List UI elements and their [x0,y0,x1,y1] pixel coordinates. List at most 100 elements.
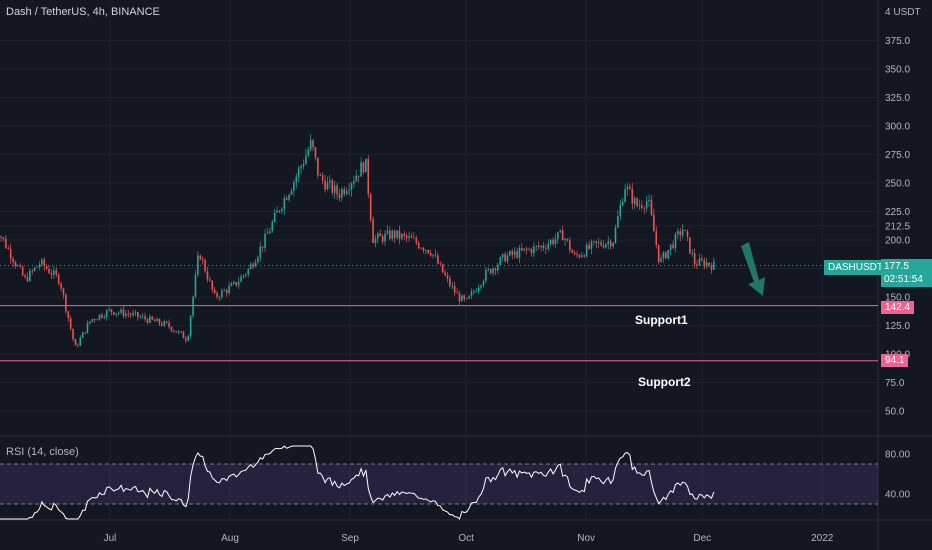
candlestick-series [0,134,715,348]
candle-body [629,186,631,189]
candle-body [182,332,185,339]
candle-body [343,189,346,194]
candle-body [72,328,74,340]
candle-body [43,259,46,267]
candle-body [192,296,194,316]
candle-body [168,322,170,327]
candle-body [185,338,187,341]
candle-body [609,241,612,247]
candle-body [305,155,307,165]
bar-countdown: 02:51:54 [884,274,923,285]
candle-body [50,273,53,275]
candle-body [564,238,566,241]
candle-body [141,316,144,317]
candle-body [537,245,540,248]
candle-body [324,180,326,190]
candle-body [377,233,379,239]
candle-body [487,269,490,270]
candle-body [590,241,593,249]
candle-body [36,266,38,268]
candle-body [93,319,96,320]
support1-label: Support1 [635,313,688,327]
candle-body [672,244,674,249]
y-tick-label: 150.0 [885,293,910,304]
candle-body [331,180,334,193]
candle-body [53,270,55,275]
candle-body [425,249,427,251]
candle-body [314,147,317,158]
candle-body [497,264,499,271]
rsi-tick-label: 40.00 [885,490,910,501]
candle-body [312,139,314,148]
candle-body [429,253,432,256]
scale-currency[interactable]: 4 USDT [885,7,921,18]
candle-body [705,262,708,267]
candle-body [698,258,701,266]
candle-body [638,205,641,207]
candle-body [713,261,715,270]
candle-body [158,318,161,324]
candle-body [257,257,259,263]
y-tick-label: 275.0 [885,150,910,161]
candle-body [41,259,43,265]
candle-body [578,255,581,258]
candle-body [307,149,310,156]
candle-body [643,207,646,209]
candle-body [641,205,643,208]
candle-body [225,290,228,294]
candle-body [283,198,286,209]
candle-body [134,312,137,313]
candle-body [139,316,142,318]
candle-body [113,312,115,315]
candle-body [211,280,214,290]
candle-body [593,241,595,242]
x-tick-label: 2022 [811,533,834,544]
candle-body [0,236,2,238]
candle-body [67,311,70,319]
candle-body [38,264,41,267]
candle-body [350,183,353,190]
candle-body [360,162,362,177]
candle-body [233,282,235,284]
candle-body [669,244,672,251]
candle-body [173,330,175,332]
candle-body [408,236,410,238]
rsi-pane: 80.00 40.00 [0,445,910,520]
candle-body [415,237,418,243]
candle-body [221,290,223,298]
candle-body [125,313,127,317]
y-tick-label: 225.0 [885,207,910,218]
candle-body [689,237,691,254]
candle-body [693,253,696,265]
candle-body [96,319,98,321]
candle-body [461,295,463,302]
candle-body [581,255,583,258]
candle-body [446,275,449,279]
candle-body [367,158,370,195]
candle-body [12,258,14,263]
candle-body [528,249,530,251]
candle-body [60,283,62,289]
candle-body [494,268,497,271]
x-tick-label: Aug [221,533,239,544]
candle-body [547,244,550,249]
candle-body [667,250,670,259]
candle-body [264,233,266,248]
candle-body [98,314,101,320]
candle-body [465,298,468,300]
candle-body [81,332,84,338]
candle-body [521,248,523,251]
candle-body [549,240,552,245]
time-axis[interactable]: Jul Aug Sep Oct Nov Dec 2022 [104,533,834,544]
candle-body [631,188,634,204]
candle-body [261,246,264,248]
candle-body [516,251,518,258]
candle-body [353,181,355,184]
support2-label: Support2 [638,375,691,389]
candle-body [170,326,173,331]
candle-body [401,234,403,239]
candle-body [393,230,396,238]
candle-body [542,245,545,249]
candle-body [650,199,653,215]
